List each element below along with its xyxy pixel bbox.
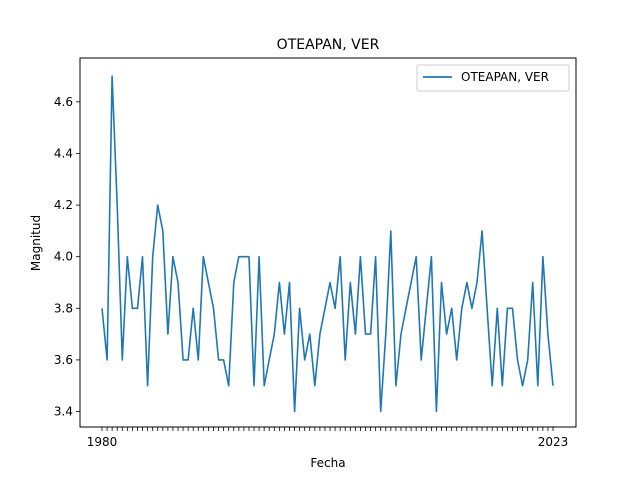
- legend: OTEAPAN, VER: [416, 64, 570, 92]
- x-tick-label-last: 2023: [538, 435, 569, 449]
- y-tick-label: 3.6: [54, 353, 73, 367]
- y-tick-label: 4.0: [54, 250, 73, 264]
- axis-ticks: 3.4 3.6 3.8 4.0 4.2 4.4 4.6 1980 2023: [54, 95, 568, 449]
- y-tick-label: 3.8: [54, 301, 73, 315]
- legend-label: OTEAPAN, VER: [461, 70, 549, 84]
- y-tick-label: 4.2: [54, 198, 73, 212]
- y-tick-label: 3.4: [54, 405, 73, 419]
- plot-area: [101, 75, 554, 413]
- x-tick-label-first: 1980: [87, 435, 118, 449]
- chart-title: OTEAPAN, VER: [277, 37, 380, 53]
- y-axis-label: Magnitud: [29, 215, 43, 271]
- x-axis-label: Fecha: [310, 456, 345, 470]
- legend-box: [416, 64, 570, 92]
- plot-frame: [79, 57, 577, 428]
- series-line-oteapan: [101, 75, 554, 413]
- y-tick-label: 4.6: [54, 95, 73, 109]
- y-tick-label: 4.4: [54, 146, 73, 160]
